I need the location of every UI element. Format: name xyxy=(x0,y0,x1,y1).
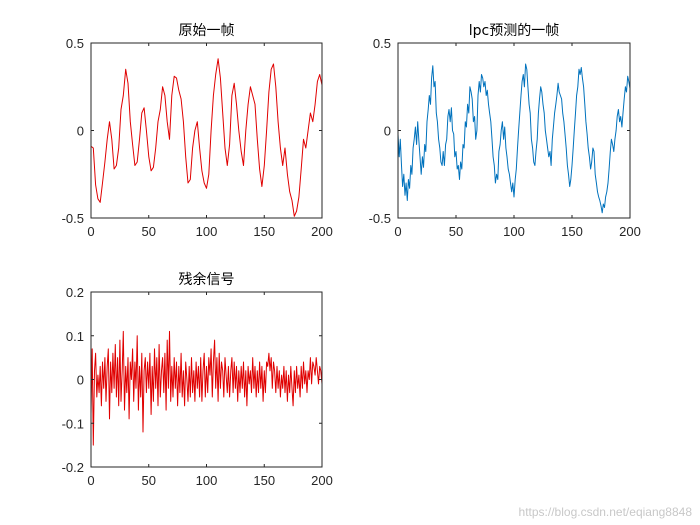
original-frame-y-tick-label: -0.5 xyxy=(62,211,84,226)
residual-signal-y-tick-label: 0.1 xyxy=(66,329,84,344)
residual-signal-x-tick-label: 200 xyxy=(311,473,333,488)
lpc-predicted-frame-x-tick-label: 100 xyxy=(503,224,525,239)
residual-signal-y-tick-label: 0 xyxy=(77,373,84,388)
residual-signal-x-tick-label: 150 xyxy=(253,473,275,488)
residual-signal-panel: 0 50 100 150 200 -0.2 -0.1 0 0.1 0.2 残余信号 xyxy=(62,271,333,488)
residual-signal-series-line xyxy=(90,330,323,446)
lpc-predicted-frame-x-tick-label: 0 xyxy=(394,224,401,239)
residual-signal-title: 残余信号 xyxy=(179,271,235,288)
residual-signal-y-tick-label: 0.2 xyxy=(66,285,84,300)
original-frame-x-tick-label: 0 xyxy=(87,224,94,239)
original-frame-title: 原始一帧 xyxy=(179,23,235,39)
residual-signal-x-tick-label: 50 xyxy=(142,473,156,488)
residual-signal-x-tick-label: 0 xyxy=(87,473,94,488)
lpc-predicted-frame-y-tick-label: 0 xyxy=(384,124,391,139)
residual-signal-y-tick-label: -0.2 xyxy=(62,460,84,475)
original-frame-x-tick-label: 150 xyxy=(253,224,275,239)
original-frame-x-tick-label: 200 xyxy=(311,224,333,239)
lpc-predicted-frame-x-tick-label: 200 xyxy=(619,224,641,239)
residual-signal-x-tick-label: 100 xyxy=(196,473,218,488)
lpc-predicted-frame-title: lpc预测的一帧 xyxy=(469,23,559,39)
lpc-predicted-frame-x-tick-label: 50 xyxy=(449,224,463,239)
original-frame-series-line xyxy=(90,58,323,217)
lpc-predicted-frame-series-line xyxy=(397,63,631,214)
original-frame-x-tick-label: 50 xyxy=(142,224,156,239)
residual-signal-y-tick-label: -0.1 xyxy=(62,416,84,431)
lpc-predicted-frame-x-tick-label: 150 xyxy=(561,224,583,239)
original-frame-y-tick-label: 0.5 xyxy=(66,36,84,51)
original-frame-y-tick-label: 0 xyxy=(77,124,84,139)
original-frame-x-tick-label: 100 xyxy=(196,224,218,239)
lpc-predicted-frame-y-tick-label: -0.5 xyxy=(369,211,391,226)
watermark: https://blog.csdn.net/eqiang8848 xyxy=(518,505,692,519)
lpc-predicted-frame-y-tick-label: 0.5 xyxy=(373,36,391,51)
